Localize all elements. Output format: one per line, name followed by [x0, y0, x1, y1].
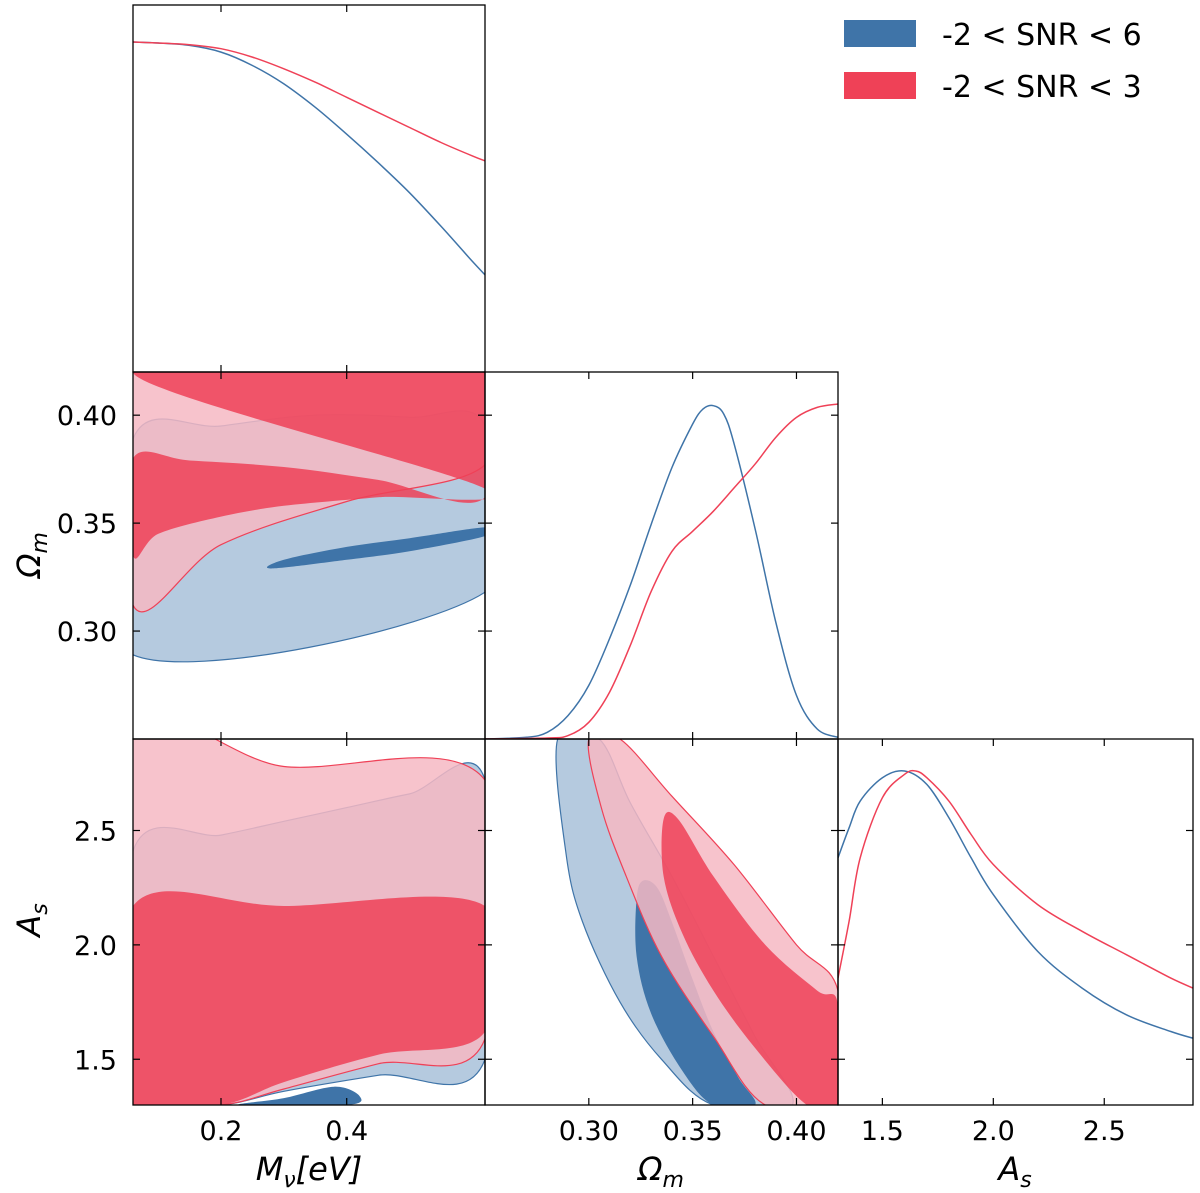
x-tick-label-a-s: 2.0 [972, 1116, 1015, 1147]
contour-panel-omega_m_a_s [555, 739, 838, 1105]
y-tick-label-omega-m: 0.30 [57, 617, 117, 648]
contour-1sigma-series-1 [133, 891, 485, 1105]
y-tick-label-omega-m: 0.40 [57, 401, 117, 432]
marginal-line-series-1 [838, 769, 1193, 989]
marginal-panel-mnu [133, 41, 485, 276]
marginal-panel-a_s [838, 769, 1193, 1039]
x-tick-label-omega-m: 0.35 [663, 1116, 723, 1147]
marginal-line-series-0 [838, 770, 1193, 1039]
x-tick-label-a-s: 1.5 [861, 1116, 904, 1147]
x-axis-label-mnu: Mν[eV] [256, 1150, 362, 1193]
y-tick-label-a-s: 2.5 [74, 817, 117, 848]
panel-frame-2-2 [837, 738, 1194, 1106]
contour-panel-mnu_a_s [133, 739, 485, 1105]
marginal-panel-omega_m [485, 403, 838, 739]
ticks-layer: 0.2 0.4 0.30 0.35 0.40 1.5 2.0 2.5 0.30 0.35 0.40 1… [57, 5, 1193, 1147]
x-tick-label-a-s: 2.5 [1083, 1116, 1126, 1147]
contour-1sigma-series-0 [267, 527, 485, 569]
marginal-line-series-0 [485, 404, 838, 739]
contour-panel-mnu_omega_m [133, 372, 485, 663]
y-axis-label-omega-m: Ωm [10, 532, 53, 580]
panels-layer [133, 41, 1193, 1105]
panel-frame-0-0 [132, 4, 486, 373]
x-axis-label-a-s: As [996, 1150, 1031, 1193]
contour-1sigma-series-1 [133, 372, 485, 559]
y-axis-label-a-s: As [10, 903, 53, 938]
marginal-line-series-0 [133, 41, 485, 276]
contour-1sigma-series-1 [661, 811, 838, 1105]
legend: -2 < SNR < 6 -2 < SNR < 3 [844, 18, 1142, 105]
y-tick-label-omega-m: 0.35 [57, 509, 117, 540]
x-axis-label-omega-m: Ωm [636, 1150, 684, 1193]
marginal-line-series-1 [133, 41, 485, 162]
y-tick-label-a-s: 2.0 [74, 931, 117, 962]
y-tick-label-a-s: 1.5 [74, 1045, 117, 1076]
legend-label-snr6: -2 < SNR < 6 [942, 18, 1142, 53]
x-tick-label-omega-m: 0.30 [559, 1116, 619, 1147]
legend-label-snr3: -2 < SNR < 3 [942, 70, 1142, 105]
marginal-line-series-1 [485, 403, 838, 739]
contour-1sigma-series-0 [238, 1086, 362, 1105]
x-tick-label-omega-m: 0.40 [766, 1116, 826, 1147]
legend-swatch-snr3 [844, 72, 916, 99]
x-tick-label-mnu: 0.4 [325, 1116, 368, 1147]
legend-swatch-snr6 [844, 20, 916, 47]
frames-layer [132, 4, 1194, 1106]
x-tick-label-mnu: 0.2 [200, 1116, 243, 1147]
